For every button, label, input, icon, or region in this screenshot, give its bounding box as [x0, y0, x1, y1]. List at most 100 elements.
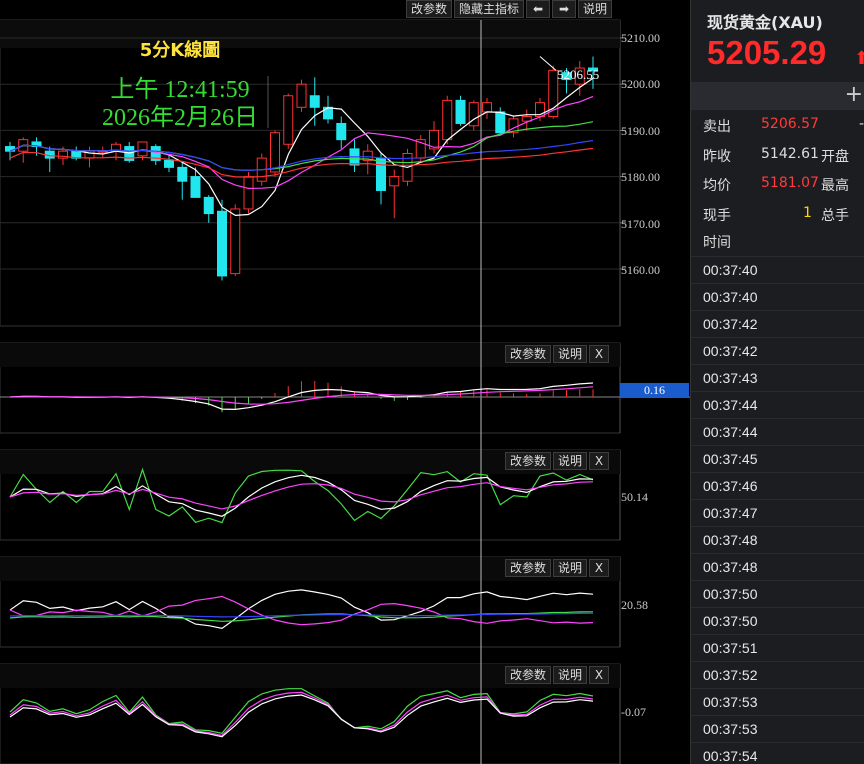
- ind2-param-button[interactable]: 改参数: [505, 452, 552, 470]
- tick-time-row: 00:37:42: [691, 310, 864, 336]
- avg-label: 均价: [703, 178, 731, 194]
- price-up-arrow-icon: ⬆: [854, 48, 864, 69]
- candle-down: [217, 210, 227, 277]
- candle-down: [376, 157, 386, 191]
- chart-area[interactable]: 改参数 隐藏主指标 ⬅ ➡ 说明 改参数 说明 X 改参数 说明 X 改参数 说…: [0, 0, 690, 764]
- candle-down: [177, 166, 188, 182]
- candle-down: [203, 196, 214, 215]
- ind2-line-fast: [9, 467, 594, 524]
- ind3-line-1: [9, 589, 594, 630]
- y-tick-label: 5160.00: [621, 263, 660, 277]
- tick-time-row: 00:37:53: [691, 715, 864, 741]
- candle-up: [243, 176, 254, 210]
- tick-time-row: 00:37:45: [691, 445, 864, 471]
- ind4-param-button[interactable]: 改参数: [505, 666, 552, 684]
- tick-time-row: 00:37:40: [691, 283, 864, 309]
- tick-time-row: 00:37:43: [691, 364, 864, 390]
- ind2-line-slow: [9, 481, 594, 510]
- tick-time-row: 00:37:52: [691, 661, 864, 687]
- macd-help-button[interactable]: 说明: [553, 345, 588, 363]
- candle-up: [574, 67, 585, 85]
- ma40-line: [9, 139, 594, 171]
- candle-up: [296, 83, 307, 108]
- tick-time-row: 00:37:47: [691, 499, 864, 525]
- ma5-line: [9, 77, 594, 217]
- candle-up: [362, 150, 373, 161]
- ma60-line: [9, 147, 594, 178]
- ind3-value-label: 20.58: [621, 598, 648, 612]
- candle-down: [588, 67, 598, 71]
- hand-row: 现手 1 总手: [703, 205, 849, 225]
- sell-label: 卖出: [703, 119, 731, 135]
- scroll-right-button[interactable]: ➡: [552, 0, 577, 18]
- hide-indicator-button[interactable]: 隐藏主指标: [454, 0, 525, 18]
- candle-down: [495, 111, 506, 134]
- y-tick-label: 5200.00: [621, 77, 660, 91]
- candle-up: [58, 150, 68, 159]
- ind2-close-button[interactable]: X: [589, 452, 610, 470]
- tick-time-row: 00:37:54: [691, 742, 864, 764]
- macd-param-button[interactable]: 改参数: [505, 345, 552, 363]
- current-price-label: 5206.55: [557, 67, 600, 82]
- tick-time-row: 00:37:40: [691, 256, 864, 282]
- ind3-close-button[interactable]: X: [589, 559, 610, 577]
- hand-value: 1: [803, 205, 812, 221]
- candle-down: [164, 159, 174, 168]
- y-tick-label: 5190.00: [621, 124, 660, 138]
- tick-time-row: 00:37:42: [691, 337, 864, 363]
- candle-down: [31, 141, 42, 148]
- help-button[interactable]: 说明: [578, 0, 613, 18]
- tick-time-row: 00:37:44: [691, 391, 864, 417]
- candle-up: [468, 102, 479, 127]
- y-tick-label: 5170.00: [621, 217, 660, 231]
- chart-date: 2026年2月26日: [102, 105, 258, 131]
- macd-close-button[interactable]: X: [589, 345, 610, 363]
- candle-down: [455, 99, 466, 124]
- candle-up: [137, 141, 148, 157]
- macd-toolbar: 改参数 说明 X: [505, 345, 610, 363]
- ind2-value-label: 50.14: [621, 490, 648, 504]
- ind3-line-4: [9, 612, 594, 618]
- add-icon[interactable]: +: [844, 82, 863, 107]
- avg-row: 均价 5181.07 最高: [703, 175, 849, 195]
- candle-down: [190, 176, 201, 198]
- candle-up: [230, 208, 241, 275]
- tick-time-row: 00:37:44: [691, 418, 864, 444]
- tick-time-row: 00:37:48: [691, 526, 864, 552]
- candle-down: [336, 122, 347, 141]
- prev-close-value: 5142.61: [761, 146, 819, 162]
- sell-row: 卖出 5206.57 -: [703, 116, 864, 136]
- panel-frame: [0, 19, 621, 327]
- ind2-line-mid: [9, 474, 594, 517]
- candle-up: [429, 129, 439, 150]
- candle-up: [521, 116, 532, 122]
- tick-time-row: 00:37:51: [691, 634, 864, 660]
- param-button[interactable]: 改参数: [406, 0, 453, 18]
- prev-close-row: 昨收 5142.61 开盘: [703, 146, 849, 166]
- y-tick-label: 5180.00: [621, 170, 660, 184]
- scroll-left-button[interactable]: ⬅: [526, 0, 551, 18]
- ind3-help-button[interactable]: 说明: [553, 559, 588, 577]
- ind3-line-2: [9, 595, 594, 626]
- sell-tail: -: [859, 116, 864, 132]
- avg-value: 5181.07: [761, 175, 819, 191]
- candle-down: [561, 72, 572, 81]
- ind4-close-button[interactable]: X: [589, 666, 610, 684]
- last-price: 5205.29: [707, 34, 827, 71]
- main-toolbar: 改参数 隐藏主指标 ⬅ ➡ 说明: [406, 0, 613, 18]
- ind4-line-1: [9, 688, 594, 734]
- total-label: 总手: [821, 208, 849, 224]
- ind4-value-label: -0.07: [621, 705, 646, 719]
- prev-close-label: 昨收: [703, 149, 731, 165]
- add-row: +: [691, 82, 864, 110]
- ind2-help-button[interactable]: 说明: [553, 452, 588, 470]
- ind4-toolbar: 改参数 说明 X: [505, 666, 610, 684]
- ind4-help-button[interactable]: 说明: [553, 666, 588, 684]
- title-block: 5分K線圖 上午 12:41:59 2026年2月26日: [80, 36, 280, 132]
- candle-down: [5, 146, 15, 152]
- tick-time-row: 00:37:53: [691, 688, 864, 714]
- quote-panel: 现货黄金(XAU) 5205.29 + 卖出 5206.57 - 昨收 5142…: [690, 0, 864, 764]
- current-price-pointer: [539, 56, 557, 71]
- time-header: 时间: [691, 230, 864, 256]
- ind3-param-button[interactable]: 改参数: [505, 559, 552, 577]
